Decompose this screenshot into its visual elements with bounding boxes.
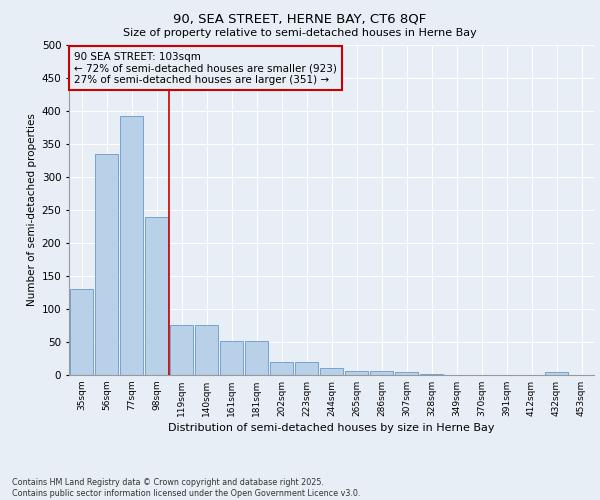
Bar xyxy=(245,340,268,375)
Text: 90 SEA STREET: 103sqm
← 72% of semi-detached houses are smaller (923)
27% of sem: 90 SEA STREET: 103sqm ← 72% of semi-deta… xyxy=(74,52,337,85)
Bar xyxy=(70,288,94,375)
Bar xyxy=(194,325,218,375)
Bar xyxy=(395,372,418,375)
Y-axis label: Number of semi-detached properties: Number of semi-detached properties xyxy=(28,114,37,306)
Bar xyxy=(119,116,143,375)
Bar xyxy=(344,371,368,375)
Text: Size of property relative to semi-detached houses in Herne Bay: Size of property relative to semi-detach… xyxy=(123,28,477,38)
Bar xyxy=(295,362,319,375)
Bar xyxy=(545,372,568,375)
Bar xyxy=(170,325,193,375)
Bar xyxy=(370,371,394,375)
Bar xyxy=(145,216,169,375)
Bar xyxy=(320,368,343,375)
Bar xyxy=(419,374,443,375)
Text: Contains HM Land Registry data © Crown copyright and database right 2025.
Contai: Contains HM Land Registry data © Crown c… xyxy=(12,478,361,498)
Bar xyxy=(95,154,118,375)
Bar xyxy=(269,362,293,375)
Text: 90, SEA STREET, HERNE BAY, CT6 8QF: 90, SEA STREET, HERNE BAY, CT6 8QF xyxy=(173,12,427,26)
Bar xyxy=(220,340,244,375)
X-axis label: Distribution of semi-detached houses by size in Herne Bay: Distribution of semi-detached houses by … xyxy=(168,423,495,433)
